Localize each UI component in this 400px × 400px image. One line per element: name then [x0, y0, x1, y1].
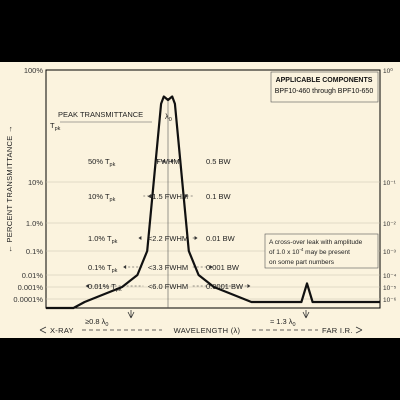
- level-arrowhead-left: [148, 194, 152, 198]
- level-width-label: FWHM: [156, 157, 179, 166]
- marker-left-arrow: [127, 310, 135, 319]
- level-width-label: <2.2 FWHM: [148, 234, 188, 243]
- marker-right-label: ≈ 1.3 λ0: [270, 317, 296, 328]
- level-tpk-main: 0.01% T: [88, 282, 116, 291]
- y-tick-label-right: 10⁻⁴: [383, 273, 397, 280]
- level-tpk-main: 1.0% T: [88, 234, 112, 243]
- leak-note-line2-pre: of 1.0 x 10: [269, 249, 300, 256]
- y-tick-label-right: 10⁻²: [383, 221, 397, 228]
- level-bw-label: 0.1 BW: [206, 192, 232, 201]
- y-tick-label-left: 0.0001%: [13, 295, 43, 304]
- y-axis-label: ← PERCENT TRANSMITTANCE →: [5, 125, 14, 253]
- marker-right-sub: 0: [292, 322, 295, 328]
- y-axis-label-text: PERCENT TRANSMITTANCE: [5, 135, 14, 242]
- leak-note-frame: [264, 233, 379, 269]
- level-arrowhead-right: [209, 265, 213, 269]
- y-tick-label-left: 0.01%: [22, 271, 44, 280]
- y-axis-arrow-left: ←: [5, 243, 14, 253]
- x-region-left: X-RAY: [50, 326, 74, 335]
- tpk-main: T: [50, 121, 55, 130]
- lambda0-label: λ0: [165, 112, 172, 123]
- level-arrowhead-left: [138, 236, 142, 240]
- x-axis-arrow-left: [39, 326, 47, 334]
- level-arrowhead-left: [162, 159, 166, 163]
- level-bw-label: 0.01 BW: [206, 234, 236, 243]
- components-box-frame: [270, 71, 379, 103]
- x-region-right: FAR I.R.: [322, 326, 353, 335]
- y-ticks-left: 100% 10% 1.0% 0.1% 0.01% 0.001% 0.0001%: [13, 66, 43, 304]
- peak-transmittance-label: PEAK TRANSMITTANCE: [58, 110, 143, 119]
- level-arrowhead-right: [184, 194, 188, 198]
- level-width-label: <3.3 FWHM: [148, 263, 188, 272]
- leak-note-line1: A cross-over leak with amplitude: [269, 239, 363, 246]
- leak-note-line2-post: may be present: [303, 249, 350, 256]
- components-box-title: APPLICABLE COMPONENTS: [276, 77, 373, 84]
- x-axis-arrow-right: [355, 326, 363, 334]
- level-tpk-label: 0.01% Tpk: [88, 282, 122, 293]
- level-tpk-sub: pk: [116, 287, 122, 293]
- wavelength-markers: ≥0.8 λ0 ≈ 1.3 λ0: [85, 310, 310, 328]
- y-tick-label-right: 10⁻³: [383, 249, 397, 256]
- leak-note-line2: of 1.0 x 10-4 may be present: [269, 247, 350, 256]
- level-arrowhead-right: [247, 284, 251, 288]
- level-arrowhead-right: [194, 236, 198, 240]
- y-tick-label-right: 10⁻⁵: [383, 285, 397, 292]
- applicable-components-box: APPLICABLE COMPONENTS BPF10-460 through …: [270, 71, 379, 103]
- tpk-sub: pk: [55, 126, 61, 132]
- level-tpk-sub: pk: [110, 197, 116, 203]
- x-axis-row: X-RAY WAVELENGTH (λ) FAR I.R.: [39, 326, 363, 335]
- level-width-label: <1.5 FWHM: [148, 192, 188, 201]
- x-axis-label: WAVELENGTH (λ): [174, 326, 241, 335]
- y-tick-label-left: 100%: [24, 66, 44, 75]
- level-arrowhead-left: [123, 265, 127, 269]
- leak-note-line2-sup: -4: [299, 247, 303, 252]
- lambda0-main: λ: [165, 112, 169, 121]
- leak-note: A cross-over leak with amplitude of 1.0 …: [264, 233, 379, 269]
- y-tick-label-right: 10⁰: [383, 67, 393, 75]
- level-arrowhead-left: [85, 284, 89, 288]
- level-width-label: <6.0 FWHM: [148, 282, 188, 291]
- marker-right-arrow: [302, 310, 310, 319]
- level-tpk-sub: pk: [112, 239, 118, 245]
- marker-left-main: ≥0.8 λ: [85, 317, 106, 326]
- y-tick-label-left: 1.0%: [26, 219, 43, 228]
- level-tpk-sub: pk: [110, 162, 116, 168]
- tpk-label: Tpk: [50, 121, 61, 132]
- y-tick-label-left: 0.1%: [26, 247, 43, 256]
- transmittance-curve: [46, 95, 380, 310]
- level-bw-label: 0.001 BW: [206, 263, 240, 272]
- marker-left-label: ≥0.8 λ0: [85, 317, 108, 328]
- level-tpk-label: 1.0% Tpk: [88, 234, 118, 245]
- transmittance-chart: 100% 10% 1.0% 0.1% 0.01% 0.001% 0.0001% 10⁰ 10⁻…: [5, 66, 397, 335]
- level-bw-label: 0.5 BW: [206, 157, 232, 166]
- lambda0-sub: 0: [169, 117, 172, 123]
- y-tick-label-left: 0.001%: [18, 283, 44, 292]
- level-tpk-label: 50% Tpk: [88, 157, 116, 168]
- plot-frame: [45, 69, 381, 309]
- marker-left-sub: 0: [105, 322, 108, 328]
- marker-right-main: ≈ 1.3 λ: [270, 317, 293, 326]
- y-ticks-right: 10⁰ 10⁻¹ 10⁻² 10⁻³ 10⁻⁴ 10⁻⁵ 10⁻⁶: [383, 67, 397, 304]
- level-tpk-main: 0.1% T: [88, 263, 112, 272]
- level-bw-label: 0.0001 BW: [206, 282, 244, 291]
- y-axis-arrow-right: →: [5, 125, 14, 135]
- components-box-subtitle: BPF10-460 through BPF10-650: [275, 88, 374, 95]
- y-tick-label-right: 10⁻¹: [383, 180, 397, 187]
- level-tpk-sub: pk: [112, 268, 118, 274]
- level-arrowhead-right: [170, 159, 174, 163]
- level-tpk-main: 10% T: [88, 192, 110, 201]
- figure-panel: 100% 10% 1.0% 0.1% 0.01% 0.001% 0.0001% 10⁰ 10⁻…: [0, 62, 400, 338]
- y-tick-label-left: 10%: [28, 178, 43, 187]
- y-tick-label-right: 10⁻⁶: [383, 297, 397, 304]
- level-tpk-label: 10% Tpk: [88, 192, 116, 203]
- level-tpk-main: 50% T: [88, 157, 110, 166]
- leak-note-line3: on some part numbers: [269, 259, 335, 266]
- level-tpk-label: 0.1% Tpk: [88, 263, 118, 274]
